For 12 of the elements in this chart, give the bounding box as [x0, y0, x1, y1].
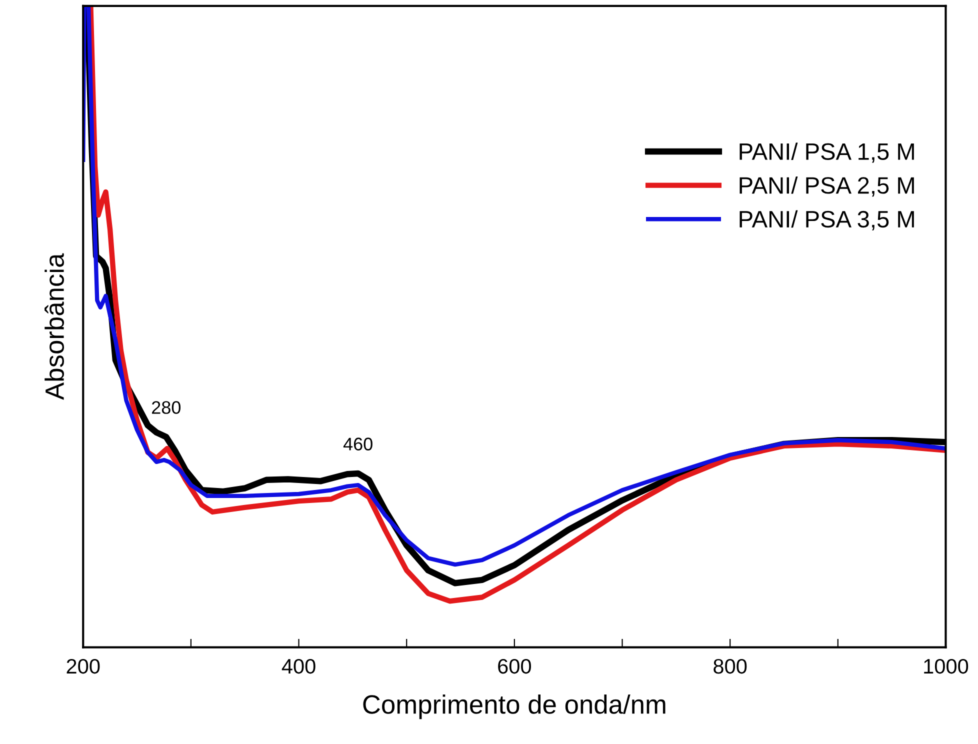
- annotation: 280: [152, 401, 181, 414]
- x-axis-title: Comprimento de onda/nm: [363, 694, 666, 720]
- legend-label: PANI/ PSA 2,5 M: [740, 176, 914, 197]
- x-tick-label: 1000: [924, 658, 968, 674]
- x-tick-label: 400: [282, 658, 316, 674]
- x-tick-label: 800: [714, 658, 747, 674]
- legend-label: PANI/ PSA 3,5 M: [740, 210, 914, 230]
- x-tick-label: 200: [66, 658, 100, 674]
- x-tick-label: 600: [498, 658, 531, 674]
- legend-label: PANI/ PSA 1,5 M: [740, 142, 914, 163]
- annotation: 460: [343, 438, 372, 450]
- y-axis-title: Absorbância: [44, 253, 64, 400]
